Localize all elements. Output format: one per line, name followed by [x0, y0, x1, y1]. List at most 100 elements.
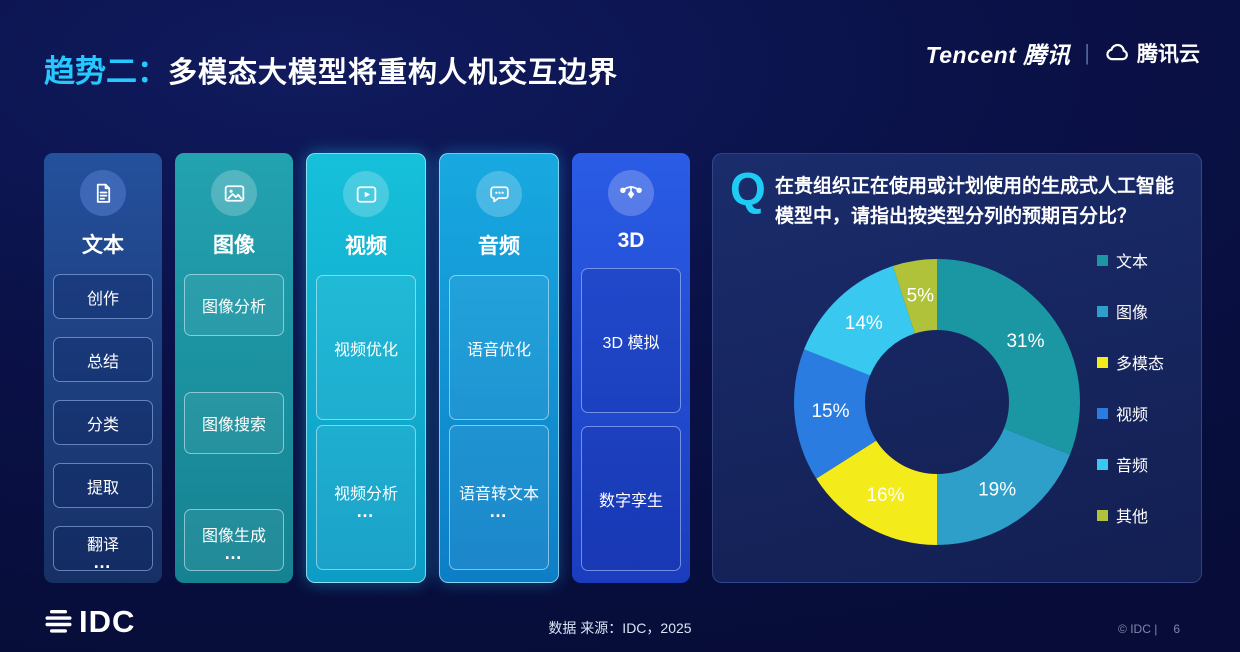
donut-slice-多模态: [816, 440, 937, 545]
question-text: 在贵组织正在使用或计划使用的生成式人工智能模型中，请指出按类型分列的预期百分比？: [775, 176, 1175, 227]
column-label: 3D: [617, 229, 645, 252]
brand-logos: Tencent 腾讯 | 腾讯云: [926, 36, 1200, 70]
modality-columns: 文本 创作 总结 分类 提取 翻译 … 图像: [44, 153, 690, 583]
legend-item: 文本: [1097, 249, 1164, 271]
legend-swatch: [1097, 356, 1108, 368]
tencent-logo: Tencent 腾讯: [925, 42, 1071, 68]
title-prefix: 趋势二：: [44, 54, 168, 89]
idc-logo: IDC: [42, 604, 135, 640]
capability-label: 图像搜索: [201, 416, 266, 434]
legend-swatch: [1097, 509, 1108, 521]
ellipsis: …: [489, 500, 509, 521]
cloud-logo-label: 腾讯云: [1137, 43, 1200, 66]
capability-label: 分类: [86, 416, 119, 434]
donut-label: 16%: [866, 485, 904, 506]
capability-item: 视频分析 …: [316, 425, 416, 570]
legend-swatch: [1097, 407, 1108, 419]
column-items: 图像分析 图像搜索 图像生成 …: [184, 274, 284, 571]
3d-pen-tool-icon: [608, 170, 654, 216]
legend-label: 其他: [1116, 509, 1149, 526]
legend-item: 图像: [1097, 300, 1164, 322]
capability-item: 翻译 …: [53, 526, 153, 571]
idc-logo-icon: [45, 610, 72, 633]
legend-label: 视频: [1116, 407, 1149, 424]
document-icon: [80, 170, 126, 216]
donut-slice-音频: [804, 265, 915, 376]
ellipsis: …: [93, 551, 113, 572]
column-3d: 3D 3D 模拟 数字孪生: [572, 153, 690, 583]
legend-label: 多模态: [1116, 356, 1165, 373]
column-audio: 音频 语音优化 语音转文本 …: [439, 153, 559, 583]
column-label: 图像: [213, 234, 255, 257]
column-items: 语音优化 语音转文本 …: [449, 275, 549, 570]
ellipsis: …: [224, 543, 244, 563]
capability-item: 图像搜索: [184, 391, 284, 454]
donut-slice-视频: [794, 349, 877, 479]
column-text: 文本 创作 总结 分类 提取 翻译 …: [44, 153, 162, 583]
donut-slice-图像: [937, 428, 1070, 545]
legend-label: 音频: [1116, 458, 1149, 475]
column-items: 创作 总结 分类 提取 翻译 …: [53, 274, 153, 571]
tencent-cloud-logo: 腾讯云: [1104, 38, 1200, 68]
capability-label: 视频优化: [333, 341, 398, 359]
question-mark: Q: [730, 163, 766, 215]
image-icon: [211, 170, 257, 216]
column-items: 3D 模拟 数字孪生: [581, 268, 681, 571]
capability-item: 语音优化: [449, 275, 549, 420]
capability-item: 3D 模拟: [581, 268, 681, 413]
donut-label: 31%: [1006, 331, 1044, 352]
donut-slice-文本: [937, 259, 1080, 455]
column-video: 视频 视频优化 视频分析 …: [306, 153, 426, 583]
legend-swatch: [1097, 305, 1108, 317]
capability-label: 图像分析: [201, 299, 266, 316]
page-title: 趋势二： 多模态大模型将重构人机交互边界: [44, 46, 618, 91]
capability-label: 提取: [86, 479, 119, 497]
legend-item: 多模态: [1097, 351, 1164, 373]
capability-item: 图像生成 …: [184, 509, 284, 571]
footer-copyright: © IDC | 6: [1118, 622, 1180, 636]
capability-item: 数字孪生: [581, 426, 681, 571]
donut-chart: 31% 19% 16% 15% 14% 5%: [794, 259, 1080, 545]
donut-slice-其他: [892, 259, 937, 334]
capability-label: 视频分析: [333, 485, 398, 503]
legend-item: 视频: [1097, 402, 1164, 424]
donut-label: 19%: [978, 480, 1016, 501]
capability-label: 语音优化: [466, 341, 531, 359]
cloud-icon: [1106, 43, 1128, 60]
capability-label: 翻译: [86, 536, 119, 554]
column-label: 视频: [345, 235, 387, 258]
copyright-text: © IDC |: [1118, 622, 1158, 636]
video-icon: [343, 171, 389, 217]
capability-label: 总结: [86, 353, 119, 371]
capability-item: 图像分析: [184, 274, 284, 336]
title-text: 多模态大模型将重构人机交互边界: [168, 57, 619, 89]
page-number: 6: [1173, 622, 1180, 636]
capability-label: 数字孪生: [598, 492, 663, 510]
audio-icon: [476, 171, 522, 217]
capability-item: 分类: [53, 400, 153, 445]
ellipsis: …: [356, 500, 376, 521]
donut-label: 14%: [845, 313, 883, 334]
capability-item: 语音转文本 …: [449, 425, 549, 570]
legend-swatch: [1097, 254, 1108, 266]
chart-legend: 文本 图像 多模态 视频 音频 其他: [1097, 249, 1164, 526]
capability-label: 3D 模拟: [602, 334, 660, 352]
legend-item: 其他: [1097, 504, 1164, 526]
legend-item: 音频: [1097, 453, 1164, 475]
capability-label: 语音转文本: [458, 485, 539, 503]
capability-item: 视频优化: [316, 275, 416, 420]
legend-label: 文本: [1116, 254, 1149, 271]
chart-panel: Q 在贵组织正在使用或计划使用的生成式人工智能模型中，请指出按类型分列的预期百分…: [712, 153, 1202, 583]
capability-item: 创作: [53, 274, 153, 319]
donut-label: 5%: [907, 285, 935, 306]
column-image: 图像 图像分析 图像搜索 图像生成 …: [175, 153, 293, 583]
legend-swatch: [1097, 458, 1108, 470]
idc-logo-text: IDC: [79, 604, 136, 639]
capability-item: 提取: [53, 463, 153, 508]
capability-label: 创作: [86, 290, 119, 308]
logo-divider: |: [1084, 40, 1090, 65]
legend-label: 图像: [1116, 305, 1149, 322]
donut-label: 15%: [811, 401, 849, 422]
capability-item: 总结: [53, 337, 153, 382]
